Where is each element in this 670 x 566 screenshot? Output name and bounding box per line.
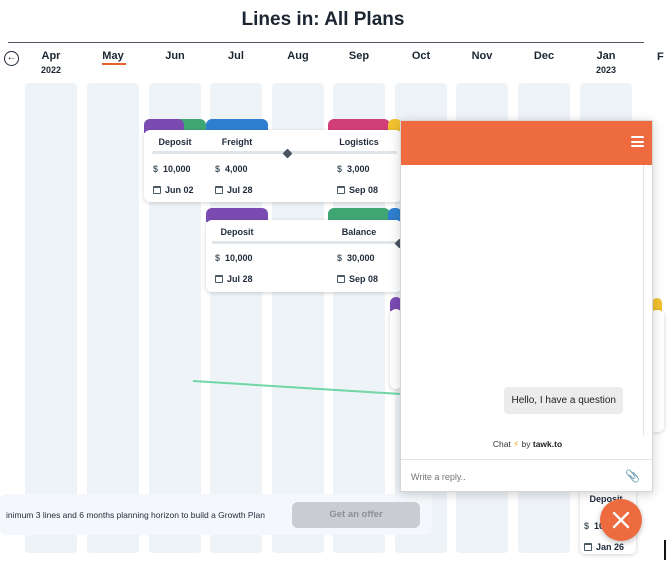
calendar-icon (337, 275, 345, 283)
get-offer-button[interactable]: Get an offer (292, 502, 420, 528)
chat-powered-by[interactable]: Chat ⚡ by tawk.to (492, 439, 563, 449)
card-date: Jun 02 (153, 185, 194, 195)
month-column (87, 83, 139, 553)
calendar-icon (153, 186, 161, 194)
card-tab (206, 208, 268, 222)
card-title: Logistics (339, 137, 379, 147)
card-date: Sep 08 (337, 274, 378, 284)
chat-reply-input[interactable] (411, 469, 611, 485)
chat-widget: Hello, I have a question Chat ⚡ by tawk.… (400, 120, 653, 492)
calendar-icon (215, 275, 223, 283)
payment-line-card[interactable] (206, 220, 405, 292)
month-label-jun[interactable]: Jun (165, 50, 185, 62)
page-title: Lines in: All Plans (241, 9, 405, 30)
card-date: Sep 08 (337, 185, 378, 195)
card-amount: $10,000 (215, 253, 253, 263)
card-date: Jul 28 (215, 274, 253, 284)
growth-plan-banner: inimum 3 lines and 6 months planning hor… (0, 494, 432, 535)
month-label-nov[interactable]: Nov (471, 50, 493, 62)
card-title: Deposit (158, 137, 192, 147)
chat-message-bubble: Hello, I have a question (504, 387, 623, 414)
card-title: Deposit (220, 227, 254, 237)
month-label-aug[interactable]: Aug (287, 50, 309, 62)
hamburger-menu-icon[interactable] (631, 136, 644, 147)
month-label-oct[interactable]: Oct (411, 50, 431, 62)
chat-reply-area: 📎 (401, 459, 652, 491)
payment-line-card[interactable] (650, 310, 664, 432)
month-label-jul[interactable]: Jul (228, 50, 244, 62)
card-tab (390, 297, 402, 311)
back-arrow-icon[interactable]: ← (4, 51, 19, 66)
selected-month-underline (102, 63, 126, 65)
card-title: Freight (221, 137, 253, 147)
card-amount: $4,000 (215, 164, 248, 174)
text-cursor (664, 540, 666, 560)
card-title: Deposit (589, 494, 623, 504)
card-date: Jul 28 (215, 185, 253, 195)
card-amount: $10,000 (153, 164, 191, 174)
banner-text: inimum 3 lines and 6 months planning hor… (6, 510, 265, 520)
card-tab (388, 119, 402, 133)
attachment-icon[interactable]: 📎 (625, 469, 640, 483)
month-label-apr[interactable]: Apr 2022 (40, 50, 62, 75)
card-tab (652, 298, 662, 312)
payment-line-card[interactable] (390, 309, 402, 389)
card-amount: $30,000 (337, 253, 375, 263)
chat-messages: Hello, I have a question (401, 165, 644, 435)
header-divider (8, 42, 644, 43)
month-label-jan[interactable]: Jan 2023 (595, 50, 617, 75)
card-tab (328, 119, 390, 133)
month-column (25, 83, 77, 553)
calendar-icon (584, 543, 592, 551)
chat-close-button[interactable] (600, 499, 642, 541)
card-tab (328, 208, 390, 222)
card-date: Jan 26 (584, 542, 624, 552)
line-track (152, 151, 397, 154)
line-track (212, 241, 397, 244)
calendar-icon (215, 186, 223, 194)
bolt-icon: ⚡ (513, 439, 520, 449)
close-icon (612, 511, 630, 529)
calendar-icon (337, 186, 345, 194)
month-label-sep[interactable]: Sep (348, 50, 370, 62)
card-amount: $3,000 (337, 164, 370, 174)
payment-line-card[interactable] (144, 130, 402, 202)
month-label-dec[interactable]: Dec (533, 50, 555, 62)
card-amount: $10 (584, 521, 605, 531)
card-title: Balance (341, 227, 377, 237)
card-tab (388, 208, 402, 222)
card-tab (206, 119, 268, 133)
card-tab (144, 119, 184, 133)
month-label-may[interactable]: May (102, 50, 124, 62)
month-label-partial: F (657, 51, 664, 63)
chat-header (401, 121, 652, 165)
